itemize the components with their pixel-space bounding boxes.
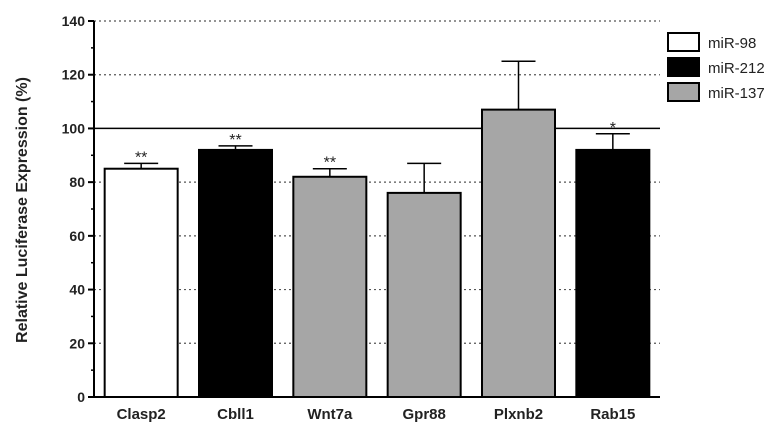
significance-label: ** bbox=[324, 155, 336, 172]
legend-label: miR-137 bbox=[708, 85, 765, 102]
category-label: Gpr88 bbox=[402, 406, 445, 423]
legend-swatch bbox=[667, 57, 700, 77]
legend-item-mir-137: miR-137 bbox=[667, 82, 765, 102]
significance-label: ** bbox=[229, 132, 241, 149]
bar-group-gpr88: Gpr88 bbox=[386, 162, 462, 423]
category-label: Rab15 bbox=[590, 406, 635, 423]
significance-label: * bbox=[610, 120, 616, 137]
y-tick-label: 20 bbox=[69, 335, 85, 351]
bar bbox=[198, 148, 273, 398]
legend-label: miR-212 bbox=[708, 60, 765, 77]
y-tick-label: 60 bbox=[69, 228, 85, 244]
legend-item-mir-212: miR-212 bbox=[667, 57, 765, 77]
legend-item-mir-98: miR-98 bbox=[667, 32, 756, 52]
bar-group-wnt7a: ** Wnt7a bbox=[292, 155, 368, 423]
significance-label: ** bbox=[135, 149, 147, 166]
category-label: Wnt7a bbox=[307, 406, 353, 423]
bar bbox=[481, 108, 556, 398]
bar-group-clasp2: ** Clasp2 bbox=[103, 149, 179, 423]
grid-lines bbox=[94, 20, 660, 344]
legend-swatch bbox=[667, 82, 700, 102]
bar bbox=[292, 175, 368, 398]
legend: miR-98 miR-212 miR-137 bbox=[667, 32, 765, 102]
bar bbox=[575, 148, 651, 398]
legend-swatch bbox=[667, 32, 700, 52]
category-label: Cbll1 bbox=[217, 406, 254, 423]
bar-group-rab15: * Rab15 bbox=[575, 120, 651, 423]
y-tick-label: 100 bbox=[62, 120, 86, 136]
bar bbox=[103, 167, 179, 398]
axes: 0 20 40 60 80 100 120 140 bbox=[62, 13, 660, 405]
category-label: Plxnb2 bbox=[494, 406, 543, 423]
bar-group-plxnb2: Plxnb2 bbox=[481, 60, 556, 423]
y-tick-label: 80 bbox=[69, 174, 85, 190]
y-tick-label: 40 bbox=[69, 282, 85, 298]
y-axis-title: Relative Luciferase Expression (%) bbox=[14, 77, 31, 343]
bar bbox=[386, 191, 462, 398]
bar-group-cbll1: ** Cbll1 bbox=[198, 132, 273, 423]
legend-label: miR-98 bbox=[708, 35, 756, 52]
y-tick-label: 140 bbox=[62, 13, 86, 29]
y-tick-label: 120 bbox=[62, 67, 86, 83]
bars: ** Clasp2 ** Cbll1 ** Wnt7a Gpr88 Plxnb2 * Rab15 bbox=[103, 60, 651, 423]
category-label: Clasp2 bbox=[117, 406, 166, 423]
y-tick-label: 0 bbox=[77, 389, 85, 405]
